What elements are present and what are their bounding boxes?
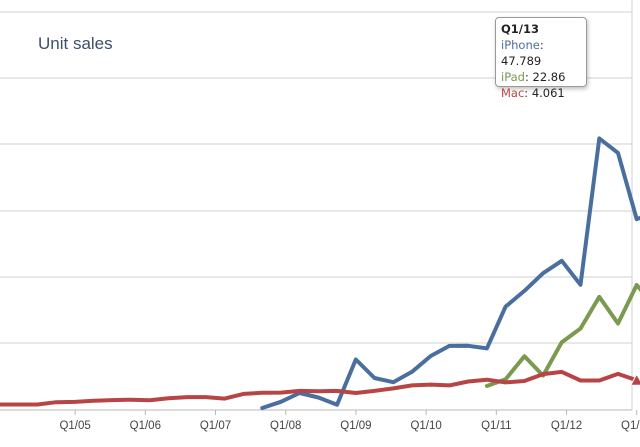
tooltip: Q1/13 iPhone: 47.789 iPad: 22.86 Mac: 4.… <box>495 17 587 100</box>
tooltip-value-mac: 4.061 <box>531 86 565 100</box>
tooltip-row-ipad: iPad: 22.86 <box>501 70 566 84</box>
series-layer <box>0 136 640 410</box>
x-axis: Q1/05 Q1/06 Q1/07 Q1/08 Q1/09 Q1/10 Q1/11 Q1/12… <box>59 410 640 432</box>
x-tick-label: Q1/05 <box>59 420 90 432</box>
series-line-iphone <box>260 136 640 410</box>
x-tick-label: Q1/06 <box>130 420 161 432</box>
x-tick-label: Q1/10 <box>410 420 441 432</box>
tooltip-row-mac: Mac: 4.061 <box>501 86 565 100</box>
series-line-mac <box>0 369 639 407</box>
tooltip-label-ipad: iPad <box>501 70 525 84</box>
tooltip-value-ipad: 22.86 <box>532 70 566 84</box>
tooltip-row-iphone: iPhone: 47.789 <box>501 38 544 68</box>
x-tick-label: Q1/07 <box>200 420 231 432</box>
x-tick-label: Q1/13 <box>621 420 640 432</box>
tooltip-value-iphone: 47.789 <box>501 54 542 68</box>
tooltip-title: Q1/13 <box>501 22 539 36</box>
x-tick-label: Q1/09 <box>340 420 371 432</box>
x-tick-label: Q1/12 <box>551 420 582 432</box>
tooltip-label-mac: Mac <box>501 86 525 100</box>
x-tick-label: Q1/08 <box>270 420 301 432</box>
x-tick-label: Q1/11 <box>481 420 511 432</box>
grid-layer <box>0 0 633 411</box>
series-line-ipad <box>484 283 640 388</box>
chart-title: Unit sales <box>38 34 113 53</box>
tooltip-label-iphone: iPhone <box>501 38 540 52</box>
